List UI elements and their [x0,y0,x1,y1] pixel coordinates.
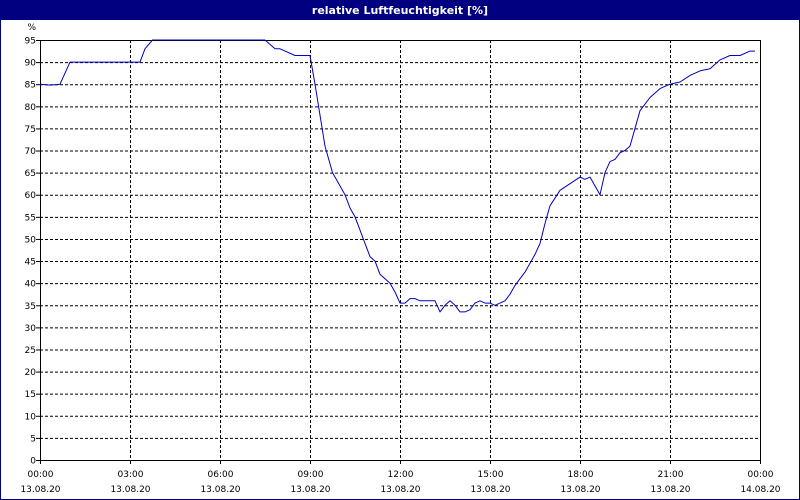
x-tick-time: 12:00 [388,470,414,480]
series-group [39,39,755,313]
y-tick-label: 55 [25,213,36,223]
x-tick-time: 06:00 [208,470,234,480]
x-tick-date: 13.08.20 [650,485,690,495]
y-tick-label: 20 [25,368,37,378]
y-tick-label: 80 [25,103,37,113]
y-tick-label: 40 [25,280,37,290]
y-tick-label: 50 [25,235,37,245]
y-tick-label: 30 [25,324,37,334]
y-tick-label: 90 [25,59,37,69]
x-axis-ticks: 00:00 13.08.20 03:00 13.08.20 06:00 13.08.20 0… [20,460,781,495]
y-tick-label: 0 [30,457,36,467]
x-tick-date: 13.08.20 [110,485,150,495]
x-tick-date: 13.08.20 [560,485,600,495]
x-tick-date: 13.08.20 [380,485,420,495]
y-tick-label: 25 [25,346,36,356]
x-tick-date: 13.08.20 [470,485,510,495]
x-tick-time: 03:00 [118,470,144,480]
series-line-humidity [39,39,755,313]
y-tick-label: 35 [25,302,36,312]
y-tick-label: 65 [25,169,36,179]
y-tick-label: 10 [25,412,37,422]
x-tick-date: 13.08.20 [290,485,330,495]
y-tick-label: 85 [25,81,36,91]
x-tick-time: 15:00 [478,470,504,480]
y-tick-label: 5 [30,434,36,444]
x-tick-time: 18:00 [568,470,594,480]
x-tick-time: 21:00 [658,470,684,480]
grid-lines [40,40,760,460]
x-tick-time: 00:00 [28,470,54,480]
y-tick-label: 70 [25,147,37,157]
x-tick-date: 13.08.20 [20,485,60,495]
x-tick-time: 00:00 [748,470,774,480]
chart-title: relative Luftfeuchtigkeit [%] [1,1,799,20]
y-tick-label: 15 [25,390,36,400]
y-tick-label: 60 [25,191,37,201]
y-tick-label: 75 [25,125,36,135]
x-tick-date: 14.08.20 [740,485,780,495]
y-tick-label: 45 [25,258,36,268]
y-axis-unit: % [27,23,36,33]
x-tick-time: 09:00 [298,470,324,480]
y-tick-label: 95 [25,37,36,47]
x-tick-date: 13.08.20 [200,485,240,495]
y-axis-ticks: 0 5 10 15 20 25 30 35 40 45 50 55 60 65 70 75 80 85 90 95% [25,23,40,467]
